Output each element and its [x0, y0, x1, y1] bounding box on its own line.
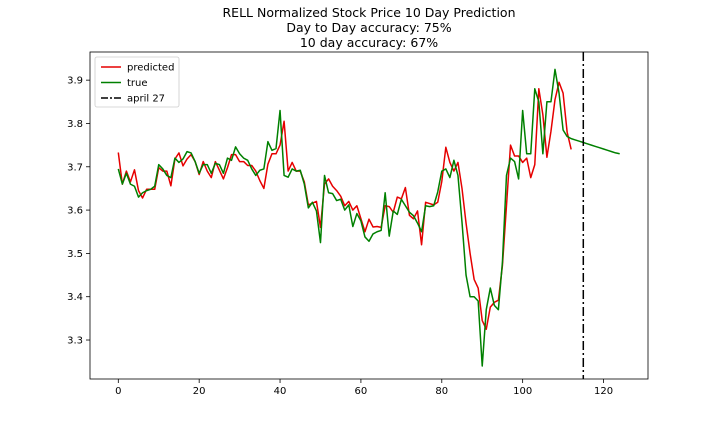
series-line-predicted — [117, 81, 572, 330]
y-tick-label: 3.9 — [67, 76, 83, 87]
title-line-2: Day to Day accuracy: 75% — [286, 20, 451, 35]
title-line-1: RELL Normalized Stock Price 10 Day Predi… — [222, 5, 515, 20]
x-tick-label: 40 — [274, 386, 287, 397]
plot-area: 0 20 40 60 80 100 120 3.3 3.4 3.5 3.6 3.7 3.8 3.9 — [67, 51, 649, 397]
series-line-true — [117, 68, 620, 367]
legend-label-predicted: predicted — [127, 63, 174, 74]
y-tick-label: 3.4 — [67, 292, 83, 303]
y-tick-label: 3.5 — [67, 249, 83, 260]
legend-label-true: true — [127, 78, 148, 89]
title-line-3: 10 day accuracy: 67% — [300, 35, 438, 50]
y-tick-label: 3.3 — [67, 336, 83, 347]
x-tick-label: 120 — [594, 386, 613, 397]
y-tick-label: 3.8 — [67, 119, 83, 130]
x-tick-label: 20 — [193, 386, 206, 397]
chart-title: RELL Normalized Stock Price 10 Day Predi… — [222, 5, 515, 50]
x-tick-label: 80 — [435, 386, 448, 397]
x-tick-label: 100 — [513, 386, 532, 397]
axes-frame — [89, 51, 649, 380]
series-group — [117, 52, 620, 379]
x-tick-label: 60 — [355, 386, 368, 397]
legend-label-april-27: april 27 — [127, 94, 165, 105]
x-tick-label: 0 — [115, 386, 121, 397]
y-tick-label: 3.7 — [67, 162, 83, 173]
legend: predicted true april 27 — [94, 56, 180, 108]
y-tick-label: 3.6 — [67, 206, 83, 217]
legend-box — [94, 56, 180, 108]
